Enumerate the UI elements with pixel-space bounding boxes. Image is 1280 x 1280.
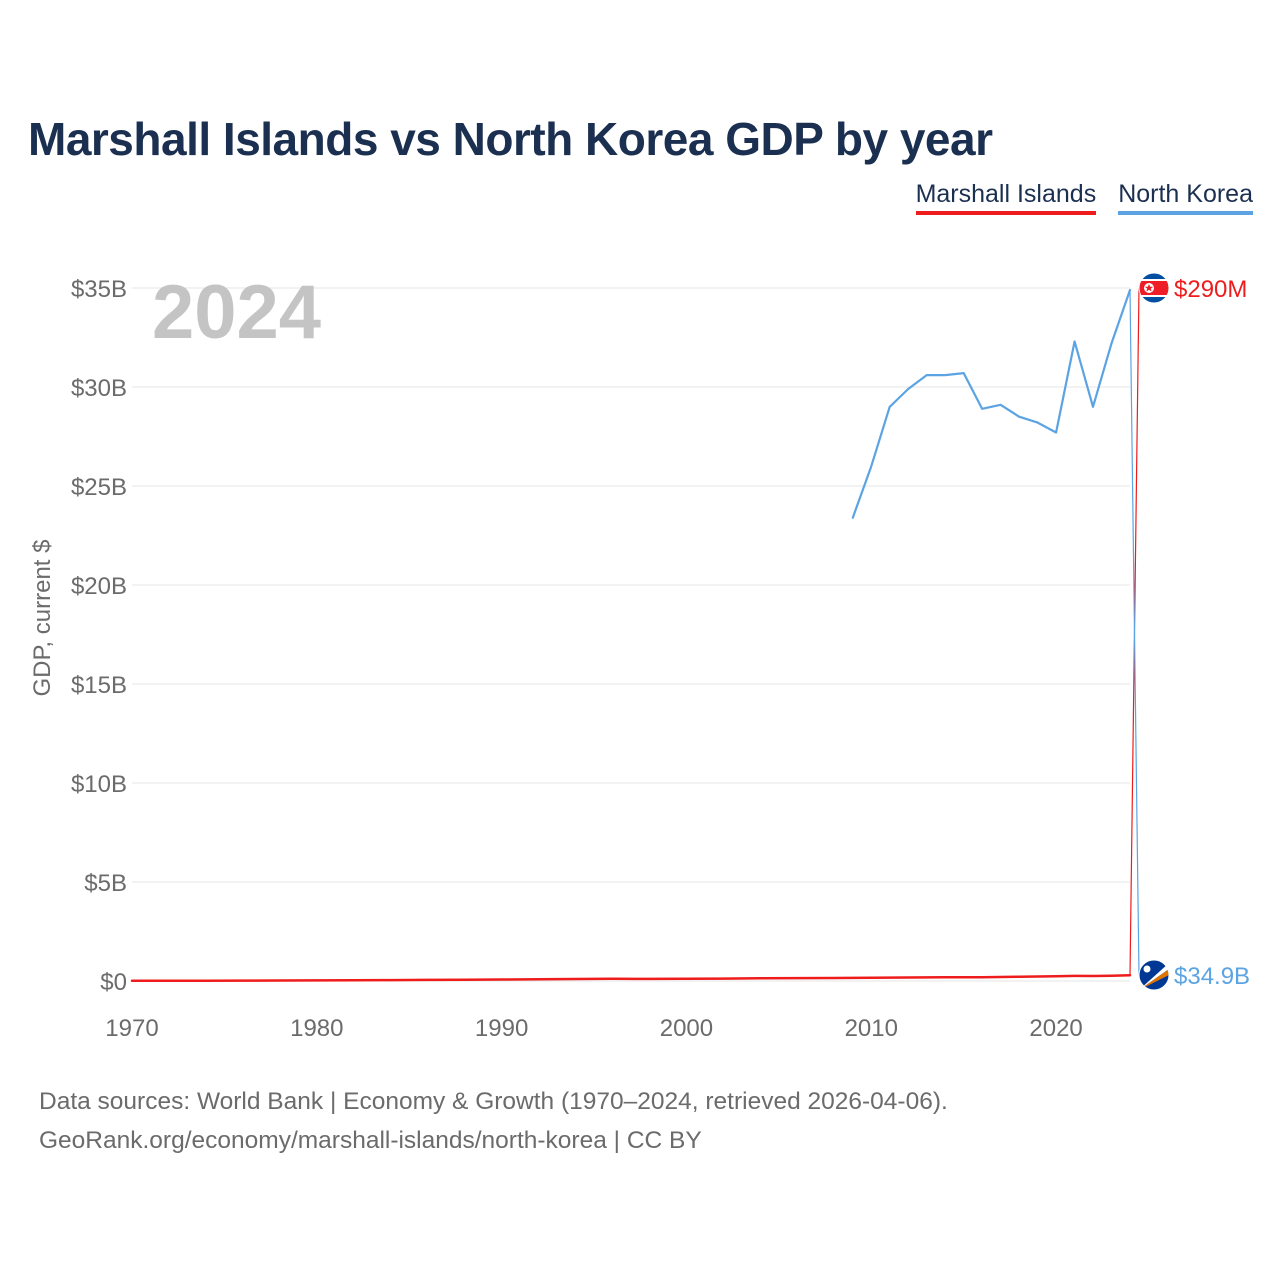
marshall-islands-flag-icon	[1138, 959, 1170, 991]
legend-item-marshall-islands[interactable]: Marshall Islands	[915, 180, 1097, 215]
series-line-north-korea	[851, 288, 1132, 519]
y-tick-label: $5B	[84, 870, 127, 897]
end-label-marshall-islands: $290M	[1174, 276, 1247, 303]
y-tick-label: $30B	[71, 375, 127, 402]
chart-title: Marshall Islands vs North Korea GDP by y…	[28, 113, 993, 165]
x-tick-label: 1980	[290, 1015, 343, 1042]
y-tick-label: $0	[100, 969, 127, 996]
end-connector-north-korea	[1129, 289, 1140, 976]
x-tick-label: 1990	[475, 1015, 528, 1042]
year-overlay: 2024	[152, 270, 321, 355]
x-tick-label: 1970	[105, 1015, 158, 1042]
y-tick-label: $10B	[71, 771, 127, 798]
y-tick-label: $25B	[71, 474, 127, 501]
y-axis-label: GDP, current $	[29, 540, 56, 697]
x-tick-label: 2020	[1029, 1015, 1082, 1042]
chart-svg: 2024 $0$5B$10B$15B$20B$25B$30B$35B 1970 1…	[29, 270, 1250, 1042]
end-label-north-korea: $34.9B	[1174, 963, 1250, 990]
y-axis-ticks: $0 $5B $10B $15B $20B $25B $30B $35B	[71, 276, 127, 996]
x-axis-ticks: 1970 1980 1990 2000 2010 2020	[105, 1015, 1082, 1042]
footer-link[interactable]: GeoRank.org/economy/marshall-islands/nor…	[39, 1127, 702, 1154]
y-tick-label: $15B	[71, 672, 127, 699]
legend-item-north-korea[interactable]: North Korea	[1118, 180, 1253, 215]
footer: Data sources: World Bank | Economy & Gro…	[39, 1082, 948, 1160]
legend: Marshall Islands North Korea	[915, 180, 1253, 215]
series-layer: $290M $34.9B	[130, 276, 1250, 990]
x-tick-label: 2010	[845, 1015, 898, 1042]
grid-lines	[132, 287, 1130, 982]
north-korea-flag-icon	[1138, 272, 1170, 304]
series-line-marshall-islands	[130, 974, 1132, 983]
y-tick-label: $20B	[71, 573, 127, 600]
y-tick-label: $35B	[71, 276, 127, 303]
footer-source: Data sources: World Bank | Economy & Gro…	[39, 1088, 948, 1115]
x-tick-label: 2000	[660, 1015, 713, 1042]
